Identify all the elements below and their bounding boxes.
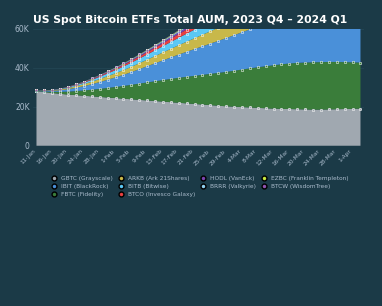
Legend: GBTC (Grayscale), IBIT (BlackRock), FBTC (Fidelity), ARKB (Ark 21Shares), BITB (: GBTC (Grayscale), IBIT (BlackRock), FBTC…: [48, 176, 349, 197]
Text: US Spot Bitcoin ETFs Total AUM, 2023 Q4 – 2024 Q1: US Spot Bitcoin ETFs Total AUM, 2023 Q4 …: [32, 15, 347, 25]
